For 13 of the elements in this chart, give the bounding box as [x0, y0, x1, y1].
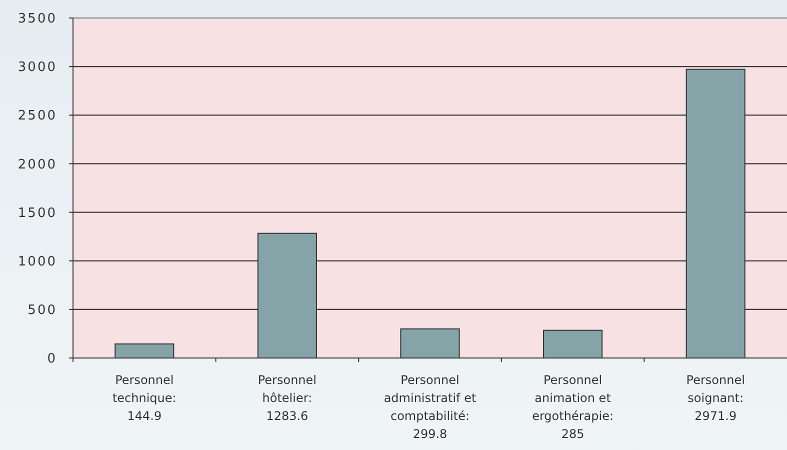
- y-tick-label: 0: [47, 352, 57, 367]
- y-tick-label: 3000: [18, 60, 57, 76]
- x-tick-label: Personnel technique: 144.9: [112, 373, 176, 423]
- y-tick-label: 500: [28, 302, 57, 318]
- x-tick-label: Personnel animation et ergothérapie: 285: [532, 373, 614, 441]
- y-tick-label: 2500: [18, 108, 57, 124]
- x-tick-label: Personnel soignant: 2971.9: [686, 373, 745, 423]
- y-tick-label: 2000: [18, 157, 57, 172]
- x-tick-label: Personnel hôtelier: 1283.6: [258, 373, 317, 423]
- y-tick-label: 3500: [18, 12, 57, 27]
- x-tick-label: Personnel administratif et comptabilité: 299.8: [384, 373, 476, 441]
- y-tick-label: 1000: [18, 254, 57, 270]
- y-tick-label: 1500: [18, 206, 57, 221]
